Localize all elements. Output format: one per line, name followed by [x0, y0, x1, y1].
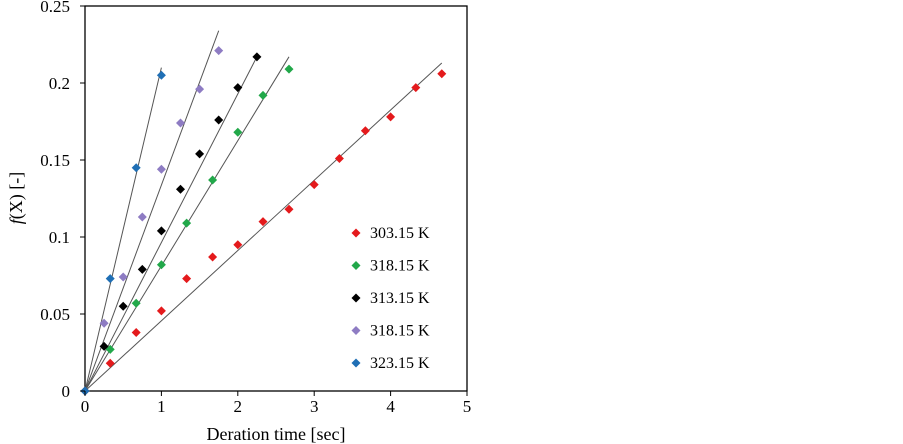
y-tick-label: 0: [62, 382, 71, 401]
legend-marker: [351, 228, 361, 238]
data-point: [182, 274, 192, 284]
x-tick-label: 0: [81, 397, 90, 416]
data-point: [284, 64, 294, 74]
x-tick-label: 2: [234, 397, 243, 416]
data-point: [195, 84, 205, 94]
y-tick-label: 0.1: [49, 228, 70, 247]
data-point: [156, 306, 166, 316]
data-point: [105, 274, 115, 284]
fit-line: [84, 62, 443, 392]
data-point: [131, 327, 141, 337]
data-point: [214, 46, 224, 56]
chart-frame: [0, 0, 486, 444]
data-point: [118, 272, 128, 282]
data-point: [131, 298, 141, 308]
data-point: [284, 204, 294, 214]
data-point: [156, 260, 166, 270]
data-point: [214, 115, 224, 125]
fit-lines: [84, 30, 443, 392]
data-point: [334, 153, 344, 163]
data-point: [182, 218, 192, 228]
x-tick-label: 3: [310, 397, 319, 416]
data-point: [208, 175, 218, 185]
data-point: [99, 341, 109, 351]
data-point: [386, 112, 396, 122]
data-point: [156, 70, 166, 80]
legend-marker: [351, 293, 361, 303]
plot-area: [80, 5, 468, 396]
data-point: [176, 118, 185, 128]
data-point: [176, 184, 185, 194]
data-point: [233, 240, 243, 250]
x-tick-label: 1: [157, 397, 166, 416]
legend-marker: [351, 326, 361, 335]
data-point: [99, 318, 109, 328]
data-point: [131, 163, 141, 173]
y-tick-label: 0.05: [40, 305, 70, 324]
y-tick-label: 0.15: [40, 151, 70, 170]
data-point: [309, 180, 319, 190]
data-point: [105, 344, 115, 354]
legend-marker: [351, 261, 361, 270]
data-markers: [80, 46, 447, 396]
data-point: [137, 212, 147, 222]
y-axis-ticks: 0 0.05 0.1 0.15 0.2 0.25: [40, 0, 85, 401]
data-point: [137, 264, 147, 274]
data-point: [105, 358, 115, 368]
y-axis-title-italic: f: [6, 216, 26, 224]
data-point: [258, 90, 268, 100]
fit-line: [84, 67, 162, 392]
x-axis-title: Deration time [sec]: [207, 424, 346, 444]
fit-line: [84, 30, 220, 392]
fit-line: [84, 56, 258, 392]
data-point: [156, 226, 166, 236]
legend-marker: [351, 358, 361, 368]
x-tick-label: 5: [463, 397, 472, 416]
data-point: [233, 83, 243, 93]
data-point: [258, 217, 268, 227]
data-point: [252, 52, 262, 62]
legend-label: 323.15 K: [370, 355, 430, 372]
data-point: [233, 127, 243, 137]
y-tick-label: 0.25: [40, 0, 70, 16]
y-tick-label: 0.2: [49, 74, 70, 93]
data-point: [360, 126, 370, 136]
data-point: [411, 83, 421, 93]
y-axis-title-rest: (X) [-]: [6, 172, 27, 219]
x-axis-ticks: 0 1 2 3 4 5: [81, 391, 472, 416]
legend: 303.15 K 318.15 K 313.15 K 318.15 K 323.15 K: [351, 225, 430, 372]
plot-border: [84, 5, 468, 392]
data-point: [195, 149, 205, 159]
legend-label: 303.15 K: [370, 225, 430, 242]
data-point: [118, 301, 128, 311]
data-point: [156, 164, 166, 174]
y-axis-title: f(X) [-]: [6, 172, 27, 225]
legend-label: 318.15 K: [370, 258, 430, 275]
data-point: [437, 69, 447, 79]
legend-label: 318.15 K: [370, 323, 430, 340]
data-point: [208, 252, 218, 262]
legend-label: 313.15 K: [370, 290, 430, 307]
x-tick-label: 4: [386, 397, 395, 416]
